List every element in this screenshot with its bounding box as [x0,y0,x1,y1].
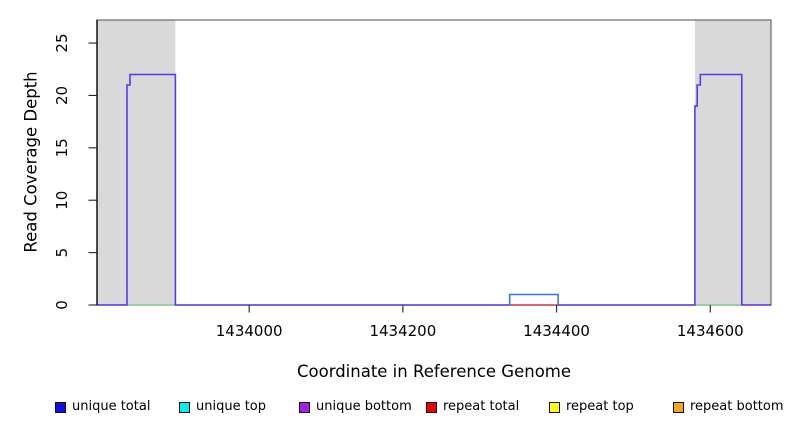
x-axis: 1434000 1434200 1434400 1434600 [216,305,744,340]
y-tick-label: 20 [53,86,71,105]
y-axis: 0 5 10 15 20 25 [53,20,98,310]
legend-item-repeat-total: repeat total [426,400,519,414]
y-axis-title: Read Coverage Depth [21,71,41,253]
legend-label: unique bottom [316,399,412,414]
offscreen-shaded-regions [97,20,771,305]
legend-label: unique top [196,399,267,414]
plot-box [96,19,772,306]
y-tick-label: 25 [53,34,71,53]
y-tick-label: 15 [53,138,71,157]
x-axis-title: Coordinate in Reference Genome [296,362,572,381]
coverage-series [97,73,771,306]
legend-swatch-icon [673,401,684,413]
x-tick-label: 1434600 [677,322,744,340]
legend-swatch-icon [426,401,437,413]
plot-border [96,19,772,306]
legend-swatch-icon [299,401,310,413]
legend-item-repeat-bottom: repeat bottom [673,400,784,414]
legend-label: repeat top [566,399,634,414]
legend-item-unique-bottom: unique bottom [299,400,412,414]
legend-swatch-icon [55,401,66,413]
x-tick-label: 1434000 [216,322,283,340]
x-tick-label: 1434400 [523,322,590,340]
y-tick-label: 10 [53,191,71,210]
unique-total-bump [508,293,559,305]
y-tick-label: 5 [53,248,71,258]
x-tick-label: 1434200 [369,322,436,340]
right-shaded-region [694,20,771,305]
legend-swatch-icon [549,401,560,413]
left-shaded-region [97,20,176,305]
unique-coverage-outline [97,73,771,306]
legend-item-unique-total: unique total [55,400,150,414]
legend-label: unique total [72,399,151,414]
legend-item-unique-top: unique top [179,400,266,414]
y-tick-label: 0 [53,300,71,310]
legend-swatch-icon [179,401,190,413]
legend-item-repeat-top: repeat top [549,400,634,414]
legend-label: repeat bottom [690,399,784,414]
legend-label: repeat total [443,399,520,414]
